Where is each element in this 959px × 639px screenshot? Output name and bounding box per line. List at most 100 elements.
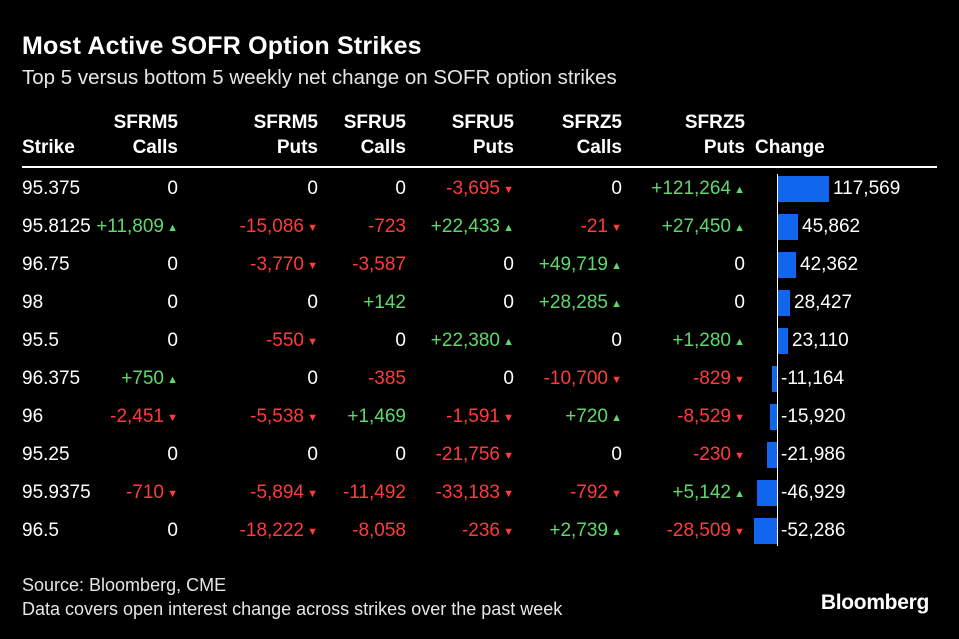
column-header-4: SFRU5 Puts <box>452 110 514 160</box>
value-cell: 0 <box>167 284 178 322</box>
value-cell: -1,591 ▼ <box>446 398 514 436</box>
strike-cell: 95.375 <box>22 178 81 199</box>
value-text: -3,695 <box>446 178 500 199</box>
value-cell: -8,058 <box>352 512 406 550</box>
value-cell: 0 <box>503 360 514 398</box>
value-cell: -230 ▼ <box>693 436 745 474</box>
change-label: -21,986 <box>781 444 846 465</box>
column-header-2: SFRM5 Puts <box>254 110 318 160</box>
value-text: +750 <box>121 368 164 389</box>
value-cell: -710 ▼ <box>126 474 178 512</box>
value-text: +720 <box>565 406 608 427</box>
change-label: -52,286 <box>781 520 846 541</box>
column-header-1: SFRM5 Calls <box>114 110 178 160</box>
up-arrow-icon: ▲ <box>503 336 514 348</box>
column-header-top <box>22 110 75 135</box>
value-text: -28,509 <box>666 520 731 541</box>
value-text: +22,433 <box>430 216 500 237</box>
up-arrow-icon: ▲ <box>167 374 178 386</box>
table-row: 96.75 0 -3,770 ▼ -3,587 0 +49,719 ▲ 0 42,362 <box>0 246 959 284</box>
value-text: 0 <box>395 178 406 199</box>
column-header-bottom: Calls <box>132 137 178 158</box>
value-cell: -8,529 ▼ <box>677 398 745 436</box>
strike-cell: 98 <box>22 292 44 313</box>
value-text: 0 <box>167 520 178 541</box>
change-label: 23,110 <box>792 330 849 351</box>
value-cell: +1,280 ▲ <box>672 322 745 360</box>
column-header-bottom: Puts <box>472 137 514 158</box>
value-text: +11,809 <box>96 216 164 237</box>
value-cell: +27,450 ▲ <box>662 208 745 246</box>
value-text: -550 <box>265 330 304 351</box>
value-text: 0 <box>167 292 178 313</box>
table-row: 96.375 +750 ▲ 0 -385 0 -10,700 ▼ -829 ▼ -11,164 <box>0 360 959 398</box>
down-arrow-icon: ▼ <box>307 336 318 348</box>
source-text: Source: Bloomberg, CME <box>22 575 227 595</box>
value-cell: 0 <box>734 246 745 284</box>
value-text: -3,587 <box>352 254 406 275</box>
column-header-top: SFRZ5 <box>684 112 745 133</box>
value-text: -230 <box>692 444 731 465</box>
change-bar <box>778 290 790 316</box>
value-cell: -792 ▼ <box>570 474 622 512</box>
value-text: -710 <box>125 482 164 503</box>
column-header-top: SFRZ5 <box>561 112 622 133</box>
footer-notes: Source: Bloomberg, CME Data covers open … <box>22 573 562 621</box>
column-header-bottom: Puts <box>276 137 318 158</box>
down-arrow-icon: ▼ <box>167 412 178 424</box>
value-text: +121,264 <box>651 178 731 199</box>
value-text: +1,469 <box>347 406 406 427</box>
value-cell: 0 <box>167 512 178 550</box>
change-bar <box>778 176 829 202</box>
down-arrow-icon: ▼ <box>307 488 318 500</box>
value-cell: -3,695 ▼ <box>446 170 514 208</box>
value-cell: 0 <box>167 246 178 284</box>
value-cell: -21,756 ▼ <box>436 436 514 474</box>
value-cell: +49,719 ▲ <box>539 246 622 284</box>
value-cell: -11,492 <box>343 474 406 512</box>
column-header-top: SFRM5 <box>113 112 178 133</box>
down-arrow-icon: ▼ <box>307 526 318 538</box>
value-cell: -10,700 ▼ <box>544 360 622 398</box>
up-arrow-icon: ▲ <box>734 222 745 234</box>
strike-cell: 95.25 <box>22 444 70 465</box>
value-text: -8,058 <box>352 520 406 541</box>
value-cell: 0 <box>167 322 178 360</box>
value-text: -5,894 <box>250 482 304 503</box>
column-header-top: SFRU5 <box>451 112 514 133</box>
value-cell: -28,509 ▼ <box>667 512 745 550</box>
value-text: 0 <box>395 330 406 351</box>
column-header-0: Strike <box>22 110 75 160</box>
value-cell: +750 ▲ <box>121 360 178 398</box>
column-header-7: Change <box>755 110 825 160</box>
down-arrow-icon: ▼ <box>167 488 178 500</box>
header-divider <box>22 166 937 168</box>
value-text: -5,538 <box>250 406 304 427</box>
value-cell: -2,451 ▼ <box>110 398 178 436</box>
value-cell: -829 ▼ <box>693 360 745 398</box>
down-arrow-icon: ▼ <box>503 412 514 424</box>
value-cell: 0 <box>503 246 514 284</box>
value-cell: +22,433 ▲ <box>431 208 514 246</box>
value-cell: -385 <box>368 360 406 398</box>
value-text: 0 <box>734 292 745 313</box>
value-cell: 0 <box>307 436 318 474</box>
table-row: 95.375 0 0 0 -3,695 ▼ 0 +121,264 ▲ 117,569 <box>0 170 959 208</box>
column-header-bottom: Calls <box>576 137 622 158</box>
value-text: 0 <box>307 292 318 313</box>
chart-title: Most Active SOFR Option Strikes <box>22 32 422 60</box>
value-cell: 0 <box>503 284 514 322</box>
value-cell: -21 ▼ <box>581 208 622 246</box>
note-text: Data covers open interest change across … <box>22 599 563 619</box>
column-header-3: SFRU5 Calls <box>344 110 406 160</box>
down-arrow-icon: ▼ <box>734 450 745 462</box>
value-cell: -33,183 ▼ <box>436 474 514 512</box>
strike-cell: 95.9375 <box>22 482 91 503</box>
value-text: -236 <box>461 520 500 541</box>
down-arrow-icon: ▼ <box>734 374 745 386</box>
strike-cell: 95.8125 <box>22 216 91 237</box>
strike-cell: 96 <box>22 406 44 427</box>
change-bar <box>757 480 777 506</box>
value-text: 0 <box>503 292 514 313</box>
table-row: 96 -2,451 ▼ -5,538 ▼ +1,469 -1,591 ▼ +720 ▲ -8,529… <box>0 398 959 436</box>
